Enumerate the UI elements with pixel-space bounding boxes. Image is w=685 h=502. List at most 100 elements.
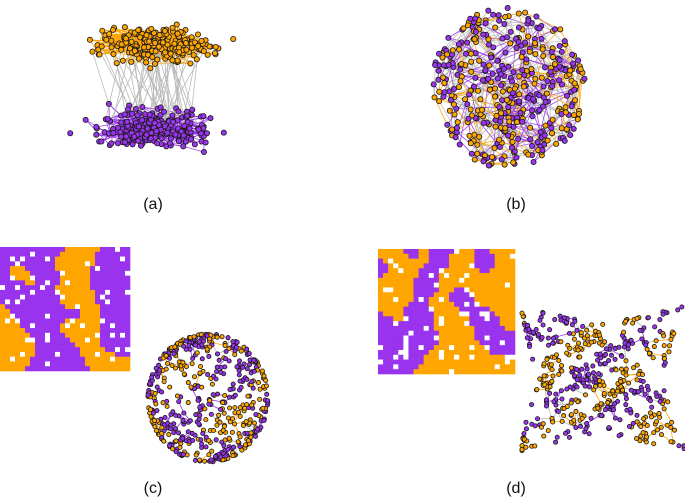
- grid-cell: [494, 292, 501, 298]
- grid-cell: [378, 249, 384, 255]
- node: [515, 98, 522, 105]
- grid-cell: [459, 369, 465, 375]
- grid-cell: [35, 256, 41, 262]
- node: [175, 138, 182, 145]
- grid-cell: [90, 299, 96, 305]
- grid-cell: [398, 311, 404, 317]
- node: [553, 391, 559, 397]
- grid-cell: [454, 306, 460, 312]
- grid-cell: [90, 318, 96, 324]
- grid-cell: [489, 282, 496, 288]
- node: [536, 92, 543, 99]
- node: [508, 144, 515, 151]
- grid-cell: [464, 345, 470, 351]
- grid-cell: [105, 299, 111, 305]
- cross-edge: [109, 48, 131, 134]
- grid-cell: [474, 345, 480, 351]
- node: [612, 356, 618, 362]
- grid-cell: [0, 261, 6, 267]
- grid-cell: [378, 268, 384, 274]
- grid-cell: [10, 328, 16, 334]
- grid-cell: [494, 345, 501, 351]
- grid-cell: [120, 299, 126, 305]
- node: [498, 82, 505, 89]
- grid-cell: [398, 349, 404, 356]
- grid-cell: [418, 316, 424, 322]
- node: [118, 133, 125, 140]
- node: [623, 318, 629, 324]
- grid-cell: [459, 359, 465, 365]
- node: [176, 430, 182, 436]
- grid-cell: [459, 253, 465, 259]
- grid-cell: [393, 349, 399, 356]
- node: [453, 124, 460, 131]
- grid-cell: [75, 309, 81, 315]
- node: [634, 315, 640, 321]
- node: [527, 136, 534, 143]
- grid-cell: [35, 366, 41, 372]
- node: [159, 425, 165, 431]
- node: [99, 27, 106, 34]
- grid-cell: [10, 251, 16, 257]
- node: [501, 161, 508, 168]
- grid-cell: [30, 275, 36, 281]
- grid-cell: [75, 266, 81, 272]
- node: [181, 371, 187, 377]
- grid-cell: [40, 342, 46, 348]
- node: [184, 112, 191, 119]
- node: [668, 424, 674, 430]
- grid-cell: [449, 321, 455, 327]
- grid-cell: [499, 330, 506, 336]
- node: [151, 119, 158, 126]
- node: [192, 432, 198, 438]
- grid-cell: [110, 337, 116, 343]
- grid-cell: [105, 313, 111, 319]
- grid-cell: [428, 301, 435, 307]
- grid-cell: [494, 316, 501, 322]
- node: [531, 80, 538, 87]
- grid-cell: [95, 356, 101, 362]
- grid-cell: [443, 325, 450, 332]
- grid-cell: [378, 282, 384, 288]
- grid-cell: [403, 345, 409, 351]
- grid-cell: [90, 356, 96, 362]
- grid-cell: [45, 366, 51, 372]
- grid-cell: [0, 323, 6, 329]
- node: [502, 14, 509, 21]
- grid-cell: [388, 277, 394, 283]
- grid-cell: [393, 340, 399, 346]
- node: [573, 408, 579, 414]
- grid-cell: [428, 325, 435, 332]
- node: [149, 374, 155, 380]
- grid-cell: [10, 289, 16, 295]
- grid-cell: [438, 369, 445, 375]
- node: [160, 108, 167, 115]
- grid-cell: [499, 292, 506, 298]
- grid-cell: [115, 299, 121, 305]
- grid-cell: [388, 297, 394, 303]
- node: [509, 78, 516, 85]
- grid-cell: [489, 277, 496, 283]
- grid-cell: [20, 247, 26, 253]
- grid-cell: [85, 337, 91, 343]
- node-group: [67, 21, 237, 156]
- node: [248, 430, 254, 436]
- grid-cell: [403, 301, 409, 307]
- grid-cell: [479, 273, 485, 279]
- grid-cell: [20, 337, 26, 343]
- grid-cell: [454, 345, 460, 351]
- grid-cell: [459, 306, 465, 312]
- node: [570, 331, 576, 337]
- grid-cell: [459, 282, 465, 288]
- grid-cell: [5, 328, 11, 334]
- grid-cell: [10, 275, 16, 281]
- edge: [459, 104, 468, 145]
- node: [263, 383, 269, 389]
- grid-cell: [75, 304, 81, 310]
- grid-cell: [423, 273, 430, 279]
- grid-cell: [459, 335, 465, 341]
- grid-cell: [393, 316, 399, 322]
- node: [450, 101, 457, 108]
- grid-cell: [464, 306, 470, 312]
- grid-cell: [474, 354, 480, 360]
